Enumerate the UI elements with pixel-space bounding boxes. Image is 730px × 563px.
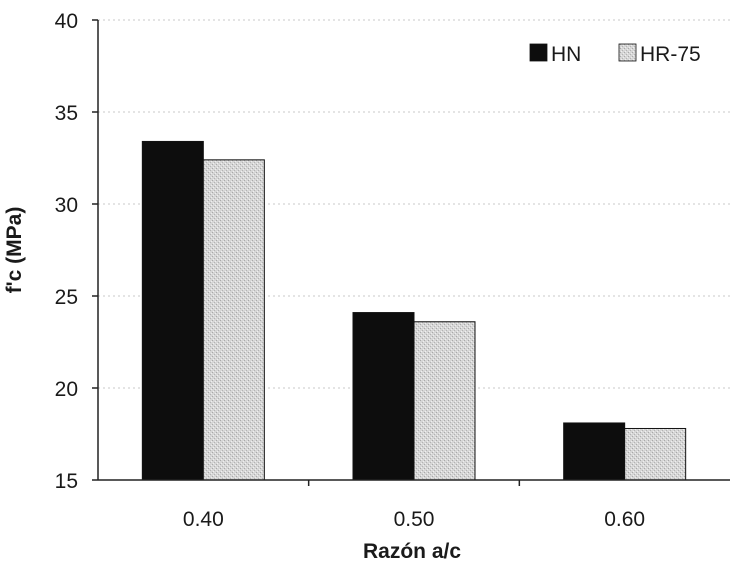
- y-axis-title: f'c (MPa): [3, 207, 26, 294]
- legend-label-hr-75: HR-75: [640, 43, 701, 66]
- bar-hn-0.60: [563, 422, 626, 481]
- y-tick-label: 35: [55, 102, 78, 125]
- bar-hr-75-0.50: [413, 321, 476, 481]
- legend: HN HR-75: [529, 43, 701, 66]
- y-tick-label: 30: [55, 194, 78, 217]
- bar-hn-0.50: [352, 312, 415, 481]
- x-tick-label: 0.50: [394, 508, 435, 531]
- legend-label-hn: HN: [551, 43, 581, 66]
- x-axis-title: Razón a/c: [363, 540, 461, 563]
- axes: [92, 19, 730, 486]
- legend-swatch-hn: [529, 43, 548, 62]
- x-tick-label: 0.40: [183, 508, 224, 531]
- legend-swatch-hr-75: [618, 43, 637, 62]
- y-tick-label: 15: [55, 470, 78, 493]
- y-tick-label: 25: [55, 286, 78, 309]
- x-tick-labels: 0.40 0.50 0.60: [183, 508, 645, 531]
- bar-hr-75-0.40: [202, 159, 265, 481]
- x-tick-label: 0.60: [604, 508, 645, 531]
- y-tick-labels: 15 20 25 30 35 40: [55, 10, 78, 493]
- y-tick-label: 40: [55, 10, 78, 33]
- bar-hn-0.40: [141, 140, 204, 481]
- bars: [141, 140, 687, 481]
- bar-hr-75-0.60: [624, 427, 687, 481]
- y-tick-label: 20: [55, 378, 78, 401]
